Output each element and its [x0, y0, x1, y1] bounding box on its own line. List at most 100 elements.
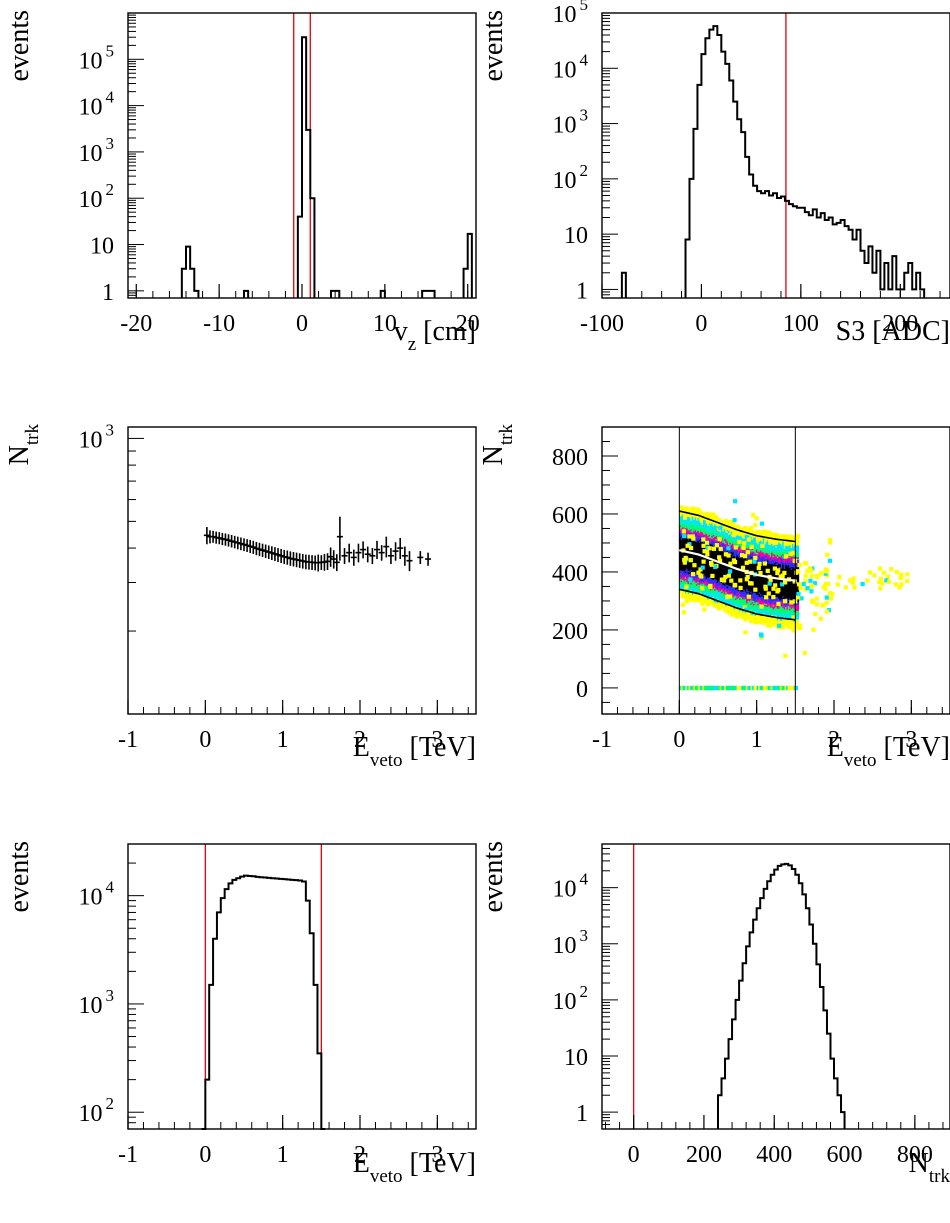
histogram-line — [620, 25, 926, 298]
histogram-bin — [793, 206, 797, 298]
histogram-bin — [912, 289, 916, 298]
histogram-bin — [904, 273, 908, 298]
y-tick-label: 10 3 — [79, 134, 115, 167]
y-tick-label: 1 — [576, 278, 588, 304]
histogram-bin — [186, 247, 190, 298]
y-tick-exponent: 3 — [106, 134, 115, 153]
histogram-bin — [430, 291, 434, 298]
histogram-bin — [298, 217, 302, 298]
histogram-bin — [686, 240, 690, 298]
y-tick-base: 10 — [553, 168, 577, 194]
histogram-bin — [888, 289, 892, 298]
histogram-bin — [705, 38, 709, 298]
y-axis-label-main: events — [478, 10, 509, 82]
x-tick-label: 20 — [456, 311, 480, 337]
histogram-bin — [182, 269, 186, 298]
histogram-bin — [713, 26, 717, 298]
histogram-bin — [464, 269, 468, 298]
histogram-bin — [753, 186, 757, 298]
histogram-bin — [331, 291, 335, 298]
y-tick-base: 10 — [553, 57, 577, 83]
y-tick-exponent: 2 — [580, 161, 589, 180]
density-cell — [696, 511, 701, 517]
density-cell — [743, 617, 748, 622]
histogram-bin — [622, 273, 626, 298]
y-axis-label: Ntrk — [4, 424, 43, 466]
histogram-bin — [697, 85, 701, 298]
histogram-bin — [821, 213, 825, 298]
histogram-bin — [725, 64, 729, 298]
histogram-bin — [872, 273, 876, 298]
y-tick-base: 10 — [553, 113, 577, 139]
x-axis-label-sub: z — [408, 334, 416, 355]
x-tick-label: 0 — [695, 311, 707, 337]
density-cell — [719, 520, 724, 525]
histogram-bin — [190, 269, 194, 298]
histogram-bin — [302, 37, 306, 298]
y-tick-base: 10 — [90, 234, 114, 260]
y-tick-label: 10 5 — [79, 41, 115, 74]
histogram-bin — [693, 129, 697, 298]
y-tick-label: 10 2 — [79, 180, 115, 213]
density-cell — [787, 534, 793, 540]
histogram-bin — [845, 226, 849, 298]
histogram-bin — [306, 130, 310, 298]
x-axis-label: Eveto [TeV] — [353, 732, 476, 771]
y-tick-exponent: 2 — [106, 180, 115, 199]
density-cell — [698, 515, 704, 520]
histogram-bin — [916, 273, 920, 298]
x-tick-label: 10 — [373, 311, 397, 337]
y-tick-exponent: 3 — [106, 420, 115, 439]
plot-frame — [127, 426, 477, 715]
y-tick-base: 10 — [79, 48, 103, 74]
density-cell — [707, 512, 712, 518]
histogram-bin — [773, 193, 777, 298]
density-cell — [780, 536, 786, 542]
plot-frame — [601, 12, 950, 299]
x-axis-label-main: v — [394, 316, 408, 347]
x-tick-label: -100 — [580, 311, 624, 337]
histogram-bin — [194, 291, 198, 298]
x-axis-label-sub: veto — [370, 750, 403, 771]
x-axis-label-main: E — [353, 732, 370, 763]
histogram-bin — [733, 102, 737, 298]
histogram-bin — [849, 230, 853, 298]
histogram-bin — [468, 234, 472, 298]
histogram-bin — [749, 174, 753, 298]
histogram-bin — [857, 230, 861, 298]
density-cell — [730, 520, 736, 525]
histogram-bin — [381, 291, 385, 298]
x-tick-label: -20 — [120, 311, 152, 337]
x-axis-label-unit: [TeV] — [403, 732, 476, 763]
histogram-bin — [817, 218, 821, 298]
y-tick-base: 10 — [79, 95, 103, 121]
histogram-bin — [864, 263, 868, 298]
y-tick-label: 10 5 — [553, 0, 589, 28]
y-tick-label: 10 4 — [553, 50, 589, 83]
y-axis-label-main: N — [4, 445, 35, 465]
density-cell — [735, 614, 740, 619]
x-axis-label: vz [cm] — [394, 316, 476, 355]
y-tick-label: 10 — [90, 234, 114, 260]
y-axis-label-sub: trk — [22, 424, 43, 446]
y-tick-exponent: 5 — [580, 0, 589, 14]
y-tick-label: 10 4 — [79, 88, 115, 121]
histogram-bin — [880, 289, 884, 298]
y-tick-base: 1 — [576, 278, 588, 304]
histogram-bin — [825, 220, 829, 298]
histogram-bin — [837, 223, 841, 298]
histogram-bin — [861, 251, 865, 298]
y-tick-base: 10 — [79, 141, 103, 167]
histogram-bin — [805, 212, 809, 298]
density-cell — [748, 618, 754, 624]
x-tick-label: 2 — [354, 727, 366, 753]
y-tick-label: 10 2 — [553, 161, 589, 194]
histogram-bin — [310, 198, 314, 298]
histogram-bin — [426, 291, 430, 298]
histogram-bin — [769, 196, 773, 298]
x-axis-label-main: S3 [ADC] — [836, 316, 950, 347]
